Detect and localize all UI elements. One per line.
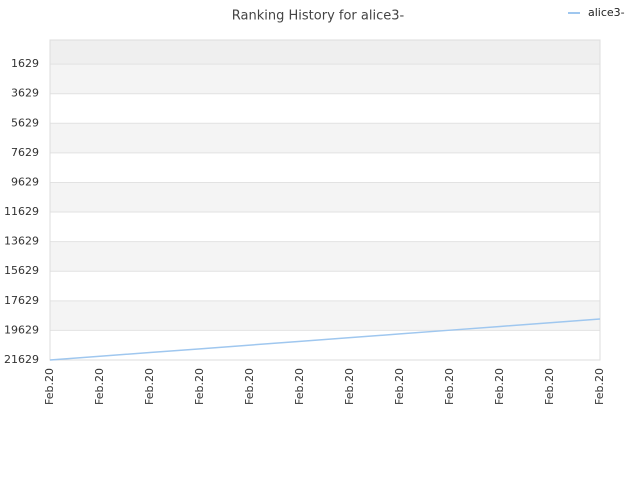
chart-title: Ranking History for alice3- bbox=[232, 9, 405, 24]
y-tick-label: 17629 bbox=[4, 294, 39, 307]
x-tick-label: Feb.20 bbox=[343, 368, 356, 405]
band bbox=[50, 64, 600, 94]
y-tick-label: 13629 bbox=[4, 235, 39, 248]
x-tick-label: Feb.20 bbox=[293, 368, 306, 405]
y-tick-label: 3629 bbox=[11, 87, 39, 100]
band bbox=[50, 40, 600, 65]
band bbox=[50, 241, 600, 272]
band bbox=[50, 123, 600, 153]
y-tick-label: 9629 bbox=[11, 175, 39, 188]
legend-label: alice3- bbox=[588, 6, 625, 19]
line bbox=[49, 318, 601, 361]
y-tick-label: 1629 bbox=[11, 57, 39, 70]
y-tick-label: 5629 bbox=[11, 116, 39, 129]
x-tick-label: Feb.20 bbox=[93, 368, 106, 405]
x-tick-label: Feb.20 bbox=[143, 368, 156, 405]
x-tick-label: Feb.20 bbox=[593, 368, 606, 405]
x-tick-label: Feb.20 bbox=[243, 368, 256, 405]
x-tick-label: Feb.20 bbox=[193, 368, 206, 405]
plot-border bbox=[49, 39, 601, 361]
band bbox=[50, 182, 600, 213]
x-tick-label: Feb.20 bbox=[443, 368, 456, 405]
x-tick-label: Feb.20 bbox=[43, 368, 56, 405]
y-tick-label: 19629 bbox=[4, 323, 39, 336]
y-tick-label: 11629 bbox=[4, 205, 39, 218]
x-tick-label: Feb.20 bbox=[493, 368, 506, 405]
x-tick-label: Feb.20 bbox=[393, 368, 406, 405]
y-tick-label: 21629 bbox=[4, 353, 39, 366]
y-tick-label: 15629 bbox=[4, 264, 39, 277]
band bbox=[50, 300, 600, 331]
y-tick-label: 7629 bbox=[11, 146, 39, 159]
x-tick-label: Feb.20 bbox=[543, 368, 556, 405]
